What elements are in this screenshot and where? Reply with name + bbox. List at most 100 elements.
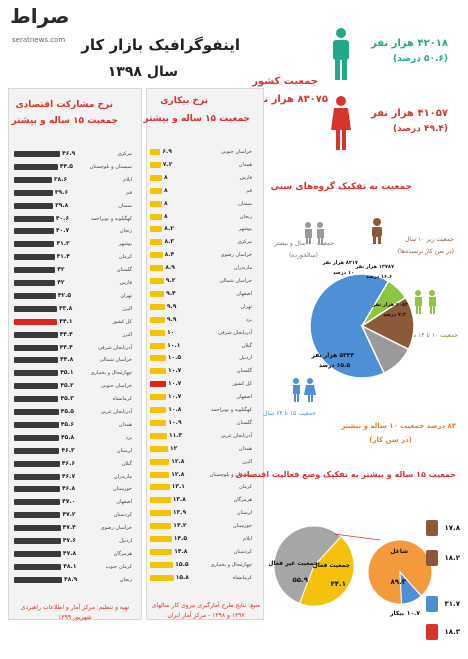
bar-value: ۴۶.۹: [62, 150, 76, 157]
bar-value: ۴۶.۶: [61, 459, 76, 467]
page-subtitle: سال ۱۳۹۸: [107, 64, 178, 80]
bar-label: اصفهان: [116, 499, 132, 506]
bar-value: ۴۴.۱: [59, 317, 73, 325]
bar-value: ۴۰.۶: [55, 214, 70, 222]
bar-label: گلستان: [236, 368, 252, 375]
bar-label: البرز: [122, 331, 132, 338]
bar-row: ۱۰.۷ اصفهان: [150, 393, 254, 401]
bar: [150, 419, 167, 426]
bar-row: ۴۲ گلستان: [14, 266, 134, 274]
bar: [150, 161, 161, 168]
participation-chart: ۴۶.۹ مرکزی ۴۴.۵ سیستان و بلوچستان ۳۸.۶ ایلام ۳…: [14, 150, 138, 590]
bar-label: تهران: [120, 292, 132, 299]
bar-row: ۴۵.۱ چهارمحال و بختیاری: [14, 369, 134, 377]
bar-row: ۹.۴ اصفهان: [150, 290, 254, 298]
man-icon: [330, 28, 352, 80]
bar: [150, 303, 165, 310]
bar: [150, 174, 162, 181]
bar: [150, 548, 173, 555]
bar: [150, 342, 166, 349]
bar: [14, 434, 59, 441]
bar-row: ۸ قم: [150, 187, 254, 195]
bar-row: ۸.۳ مرکزی: [150, 238, 254, 246]
bar-value: ۹.۴: [166, 289, 176, 297]
bar-row: ۴۲ فارس: [14, 279, 134, 287]
bar-value: ۶.۹: [162, 148, 172, 155]
bar-value: ۴۲: [57, 279, 65, 286]
bar-value: ۱۴.۲: [173, 522, 187, 530]
side-value-2: ۱۸.۲: [444, 554, 460, 562]
bar: [150, 536, 172, 542]
bar-value: ۱۰: [167, 328, 175, 336]
unemployment-subtitle: جمعیت ۱۵ ساله و بیشتر: [143, 114, 250, 124]
adults-icon: [288, 378, 318, 402]
bar: [14, 538, 61, 544]
bar-label: سیستان و بلوچستان: [89, 163, 132, 170]
bar-label: کرمان: [238, 484, 252, 491]
bar-row: ۱۰ آذربایجان شرقی: [150, 329, 254, 337]
bar: [14, 550, 61, 557]
slice-grey-count: ۸۳۱۷ هزار نفر: [322, 260, 358, 266]
participation-title: نرخ مشارکت اقتصادی: [15, 100, 113, 110]
bar: [14, 525, 61, 532]
bar-value: ۸: [164, 199, 168, 207]
age-slice-60-plus: [360, 324, 410, 375]
bar-row: ۹.۹ یزد: [150, 316, 254, 324]
bar-row: ۸.۴ خراسان رضوی: [150, 251, 254, 259]
bar-row: ۱۰.۵ اردبیل: [150, 354, 254, 362]
bar-label: قم: [246, 187, 252, 194]
bar-value: ۱۰.۷: [168, 393, 182, 401]
bar: [14, 241, 55, 248]
bar: [150, 510, 171, 517]
slice-brown-count: ۱۳۷۸۷ هزار نفر: [355, 264, 394, 270]
active-value: ۴۴.۱: [330, 580, 346, 588]
bar-label: گیلان: [241, 342, 252, 349]
bar-value: ۸.۴: [164, 251, 175, 259]
bar-label: فارس: [119, 280, 132, 286]
bar-label: لرستان: [236, 510, 252, 517]
bar-label: کرمان جنوب: [105, 563, 133, 570]
above10-label: ۸۳ درصد جمعیت ۱۰ ساله و بیشتر: [341, 422, 456, 430]
bar-label: آذربایجان شرقی: [98, 344, 132, 351]
slice-green-percent: ۷.۳ درصد: [383, 312, 406, 318]
bar-row: ۴۴.۵ سیستان و بلوچستان: [14, 163, 134, 171]
bar: [150, 497, 171, 504]
bar: [14, 163, 58, 170]
age60-sub: (سالخورده): [288, 252, 318, 259]
unemployment-title: نرخ بیکاری: [160, 96, 208, 106]
bar-label: خراسان رضوی: [100, 525, 132, 532]
bar: [150, 239, 163, 246]
bar-value: ۱۰.۵: [167, 354, 182, 362]
bar: [14, 202, 54, 209]
bar: [150, 252, 163, 259]
slice-green-count: ۶۰۸۴ هزار نفر: [372, 302, 408, 308]
bar-value: ۹.۲: [165, 277, 176, 284]
bar-label: بوشهر: [118, 241, 132, 248]
bar-label: خراسان شمالی: [219, 278, 252, 284]
bar: [150, 213, 162, 220]
unemployed-slice: [399, 570, 422, 605]
bar-row: ۴۶.۳ لرستان: [14, 447, 134, 455]
bar: [150, 355, 166, 362]
bar-row: ۴۸.۹ زنجان: [14, 576, 134, 584]
bar: [14, 254, 55, 261]
bar-row: ۴۶.۷ مازندران: [14, 473, 134, 481]
bar-row: ۷.۲ همدان: [150, 161, 254, 169]
bar-value: ۸.۹: [165, 264, 175, 272]
bar: [14, 421, 59, 428]
bar-label: خوزستان: [113, 486, 132, 493]
bar-row: ۴۰.۷ زنجان: [14, 227, 134, 235]
bar: [14, 447, 60, 454]
bar-row: ۴۴.۸ خراسان شمالی: [14, 356, 134, 364]
bar-label: تهران: [240, 303, 252, 310]
participation-subtitle: جمعیت ۱۵ ساله و بیشتر: [11, 116, 118, 126]
bar-label: اردبیل: [239, 355, 252, 362]
bar-label: مازندران: [233, 265, 252, 272]
bar-label: قم: [126, 189, 132, 196]
bar-row: ۹.۹ تهران: [150, 303, 254, 311]
bar-value: ۳۹.۶: [54, 188, 69, 196]
bar-label: یزد: [125, 434, 132, 441]
bar-row: ۴۵.۳ کرمانشاه: [14, 395, 134, 403]
inactive-label: جمعیت غیر فعال: [268, 560, 318, 567]
logo[interactable]: صراط seratnews.com: [6, 4, 86, 50]
